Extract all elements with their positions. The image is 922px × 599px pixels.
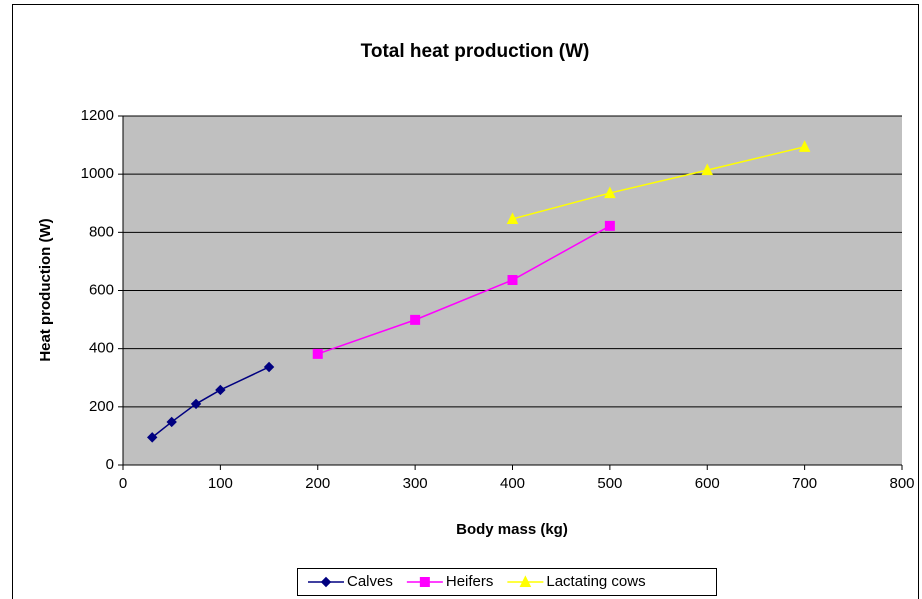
marker bbox=[604, 220, 615, 231]
x-tick-label: 200 bbox=[305, 475, 330, 492]
y-tick-label: 800 bbox=[89, 223, 114, 240]
marker bbox=[604, 186, 616, 199]
legend-box bbox=[297, 568, 717, 596]
x-tick-label: 300 bbox=[403, 475, 428, 492]
legend-label: Calves bbox=[347, 573, 393, 590]
marker bbox=[798, 140, 811, 152]
y-tick-label: 200 bbox=[89, 398, 114, 415]
series-line bbox=[512, 146, 805, 220]
marker bbox=[519, 575, 532, 587]
x-tick-label: 0 bbox=[119, 475, 127, 492]
marker bbox=[506, 212, 519, 224]
y-axis-title: Heat production (W) bbox=[37, 218, 54, 361]
y-tick-label: 1000 bbox=[81, 165, 114, 182]
x-tick-label: 500 bbox=[597, 475, 622, 492]
marker bbox=[147, 432, 158, 443]
x-axis-title: Body mass (kg) bbox=[456, 521, 568, 538]
marker bbox=[215, 384, 226, 396]
marker bbox=[320, 576, 332, 588]
x-tick-label: 700 bbox=[792, 475, 817, 492]
y-tick-label: 0 bbox=[106, 456, 114, 473]
series-line bbox=[317, 225, 611, 355]
x-tick-label: 800 bbox=[889, 475, 914, 492]
marker bbox=[419, 577, 430, 587]
marker bbox=[263, 361, 275, 373]
y-tick-label: 400 bbox=[89, 340, 114, 357]
y-tick-label: 600 bbox=[89, 281, 114, 298]
legend-label: Lactating cows bbox=[546, 573, 645, 590]
marker bbox=[410, 314, 421, 325]
marker bbox=[190, 398, 202, 410]
marker bbox=[507, 275, 518, 286]
marker bbox=[701, 163, 714, 176]
marker bbox=[312, 348, 323, 359]
y-tick-label: 1200 bbox=[81, 107, 114, 124]
chart-title: Total heat production (W) bbox=[361, 41, 590, 62]
x-tick-label: 400 bbox=[500, 475, 525, 492]
x-tick-label: 600 bbox=[695, 475, 720, 492]
legend-label: Heifers bbox=[446, 573, 494, 590]
legend: Calves Heifers Lactating cows bbox=[297, 568, 717, 596]
x-tick-label: 100 bbox=[208, 475, 233, 492]
marker bbox=[166, 416, 177, 428]
